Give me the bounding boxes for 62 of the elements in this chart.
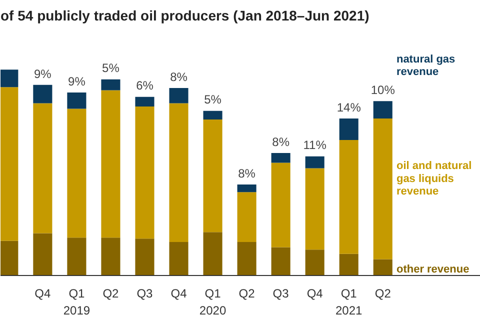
bar xyxy=(237,242,256,276)
annotation: 8% xyxy=(272,134,290,149)
bar xyxy=(0,240,18,276)
bar xyxy=(237,184,256,192)
bar xyxy=(169,242,188,276)
bar xyxy=(271,247,290,276)
bar xyxy=(135,106,154,239)
x-tick-label: Q3 xyxy=(272,286,290,300)
chart-title: of 54 publicly traded oil producers (Jan 2018–Jun 2021) xyxy=(0,8,370,24)
bar xyxy=(135,96,154,107)
bar xyxy=(339,118,358,140)
bar xyxy=(203,110,222,120)
bar xyxy=(169,88,188,104)
bar xyxy=(271,162,290,248)
x-tick-label: Q4 xyxy=(306,286,324,300)
x-tick-label: Q3 xyxy=(136,286,154,300)
bar xyxy=(101,238,120,276)
annotation: 8% xyxy=(170,70,188,84)
bar xyxy=(373,259,392,276)
bar xyxy=(203,119,222,232)
x-tick-label: Q1 2019 xyxy=(63,286,90,318)
annotation: 8% xyxy=(238,166,256,180)
x-tick-label: Q4 xyxy=(170,286,188,300)
annotation: 11% xyxy=(303,138,327,152)
bar xyxy=(237,192,256,242)
annotation: 5% xyxy=(204,92,222,107)
annotation: 5% xyxy=(102,61,120,76)
bar xyxy=(373,101,392,118)
annotation: 14% xyxy=(336,100,362,114)
bar xyxy=(135,238,154,276)
bar xyxy=(67,108,86,238)
bar xyxy=(33,233,52,276)
bar xyxy=(305,168,324,250)
bar xyxy=(101,90,120,238)
series-label: oil and natural gas liquids revenue xyxy=(396,160,472,198)
bar xyxy=(373,118,392,260)
bar xyxy=(33,84,52,104)
annotation: 9% xyxy=(68,74,86,88)
bar xyxy=(0,87,18,241)
bar xyxy=(305,156,324,168)
bar xyxy=(271,153,290,163)
annotation: 9% xyxy=(34,66,52,81)
annotation: 10% xyxy=(370,83,396,98)
bar xyxy=(339,140,358,254)
annotation: 6% xyxy=(136,78,154,93)
bar xyxy=(339,254,358,276)
x-tick-label: Q2 xyxy=(102,286,120,300)
x-tick-label: Q1 2021 xyxy=(336,286,363,318)
bar xyxy=(305,250,324,276)
bar xyxy=(101,79,120,90)
bar xyxy=(169,103,188,242)
bar xyxy=(33,103,52,234)
x-tick-label: Q2 xyxy=(238,286,256,300)
x-tick-label: Q2 xyxy=(374,286,392,300)
series-label: other revenue xyxy=(396,263,470,276)
x-tick-label: Q1 2020 xyxy=(199,286,226,318)
bar xyxy=(67,238,86,276)
text: natural gas revenue xyxy=(396,53,456,78)
bar xyxy=(0,70,18,88)
bar xyxy=(203,232,222,276)
bar xyxy=(67,92,86,109)
x-tick-label: Q4 xyxy=(34,286,52,300)
